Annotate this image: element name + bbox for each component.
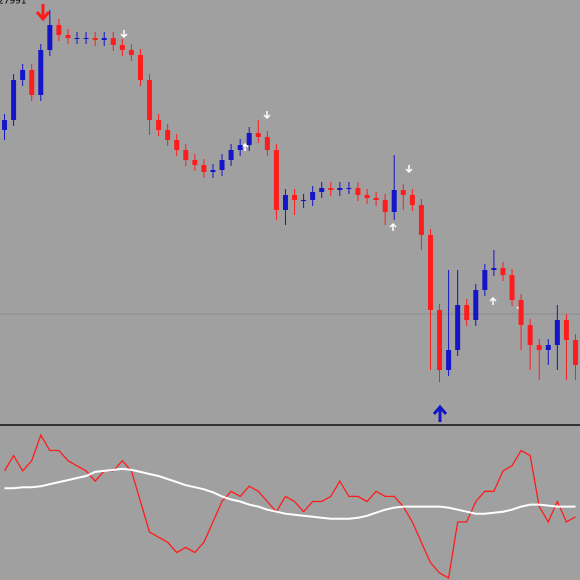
candle-body [183,150,189,160]
candle-body [373,198,379,200]
candle-body [310,192,316,200]
candle-body [137,55,143,80]
buy-arrow [241,142,249,151]
candle-body [509,275,515,300]
candle-body [355,188,361,195]
candle-body [464,305,470,320]
signal-arrows [120,30,524,312]
candle-body [237,145,243,150]
candle-body [328,188,334,190]
candle-body [554,320,560,345]
big-buy-arrow [432,404,448,422]
candle-body [364,195,370,198]
indicator-line [4,467,576,520]
candle-body [165,130,171,140]
candle-body [128,50,134,55]
candle-body [74,38,80,39]
candle-body [418,205,424,235]
candle-body [219,160,225,170]
candle-body [273,150,279,210]
candle-body [563,320,569,340]
candle-body [47,25,53,50]
candle-body [409,195,415,205]
candle-body [192,160,198,165]
candle-body [255,133,261,137]
candle-body [545,345,551,350]
candle-body [455,305,461,350]
candle-body [527,325,533,345]
candle-body [391,190,397,212]
candle-body [282,195,288,210]
candle-body [337,188,343,190]
candle-body [319,188,325,192]
candle-body [83,38,89,39]
candle-body [400,190,406,195]
candle-body [437,310,443,370]
buy-arrow [489,296,497,305]
candle-body [301,200,307,201]
sell-arrow [263,111,271,120]
candle-body [427,235,433,310]
price-label: 27991 [0,0,27,7]
candle-body [201,165,207,172]
sell-arrow [405,165,413,174]
candle-body [110,38,116,45]
candle-body [264,137,270,150]
candle-body [20,70,26,80]
indicator-line [3,433,576,580]
candle-body [382,200,388,212]
candle-body [156,120,162,130]
sell-arrow [120,30,128,39]
candle-body [473,290,479,320]
candle-body [65,35,71,38]
candle-body [536,345,542,350]
candle-body [174,140,180,150]
candle-body [482,270,488,290]
candle-body [246,133,252,145]
candle-body [500,268,506,275]
candle-body [92,38,98,40]
candle-body [2,120,8,130]
candle-body [119,45,125,50]
candle-body [228,150,234,160]
candle-body [292,195,298,200]
candle-body [210,170,216,172]
candle-body [11,80,17,120]
candle-body [491,268,497,270]
big-sell-arrow [35,4,51,22]
buy-arrow [389,222,397,231]
candle-body [446,350,452,370]
candle-body [518,300,524,325]
candle-body [572,340,578,365]
candle-body [56,25,62,35]
candle-body [29,70,35,95]
candle-body [101,38,107,40]
candle-body [346,188,352,189]
candle-body [38,50,44,95]
candle-body [147,80,153,120]
